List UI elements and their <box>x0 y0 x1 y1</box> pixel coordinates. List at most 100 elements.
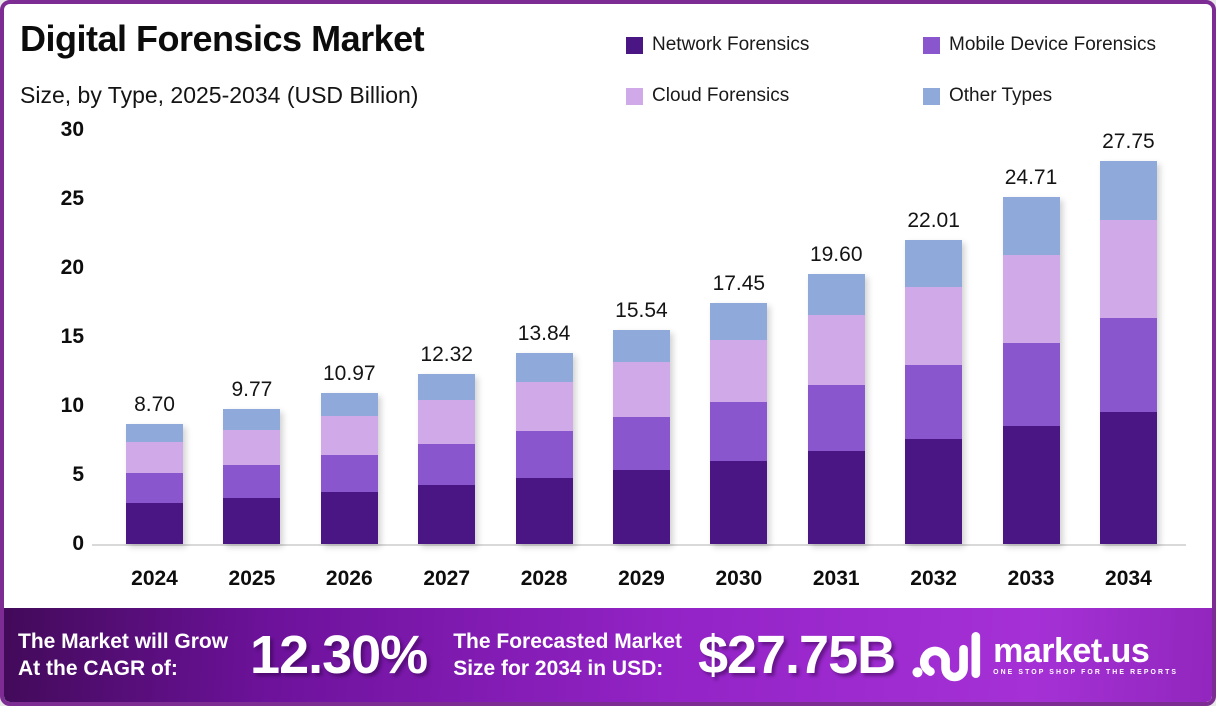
bar-segment-other-types <box>1002 196 1060 256</box>
x-tick-2024: 2024 <box>131 567 178 590</box>
bar-segment-mobile-device-forensics <box>905 364 963 440</box>
bar-segment-cloud-forensics <box>1002 255 1060 343</box>
bar-segment-network-forensics <box>515 478 573 544</box>
legend-item-network-forensics: Network Forensics <box>626 34 923 56</box>
x-tick-2027: 2027 <box>423 567 471 590</box>
bar-stack <box>612 329 670 544</box>
legend-swatch-icon <box>626 87 643 105</box>
bar-segment-cloud-forensics <box>807 314 865 385</box>
legend-swatch-icon <box>626 36 643 54</box>
bar-segment-other-types <box>418 374 476 400</box>
bar-segment-mobile-device-forensics <box>515 431 573 479</box>
plot-area: 8.70 2024 9.77 2025 10.97 2026 12.32 2027 13.84 2… <box>126 130 1157 590</box>
bar-group-2031: 19.60 2031 <box>807 242 865 590</box>
bar-segment-other-types <box>223 409 281 430</box>
y-axis: 0 5 10 15 20 25 30 <box>22 119 84 555</box>
marketus-logo: market.us ONE STOP SHOP FOR THE REPORTS <box>911 626 1178 684</box>
bar-group-2029: 15.54 2029 <box>612 298 670 590</box>
y-tick-20: 20 <box>60 256 84 279</box>
y-tick-15: 15 <box>60 325 84 348</box>
bar-segment-other-types <box>515 353 573 383</box>
bar-segment-other-types <box>710 303 768 341</box>
y-tick-30: 30 <box>60 118 84 141</box>
bar-segment-mobile-device-forensics <box>1002 342 1060 427</box>
forecast-caption: The Forecasted Market Size for 2034 in U… <box>453 628 682 682</box>
marketus-logo-icon <box>912 631 981 682</box>
forecast-caption-line1: The Forecasted Market <box>453 630 682 653</box>
bar-total-label: 8.70 <box>134 392 175 416</box>
x-tick-2028: 2028 <box>520 567 568 590</box>
bar-segment-cloud-forensics <box>612 362 670 418</box>
bar-segment-cloud-forensics <box>905 286 963 365</box>
bar-total-label: 9.77 <box>231 378 273 402</box>
x-axis-baseline <box>92 544 1186 546</box>
legend-label: Network Forensics <box>652 34 810 55</box>
x-tick-2025: 2025 <box>228 567 276 590</box>
legend-label: Cloud Forensics <box>652 85 790 106</box>
bar-stack <box>223 409 281 544</box>
bar-total-label: 19.60 <box>809 242 863 266</box>
x-tick-2031: 2031 <box>812 567 860 590</box>
bar-stack <box>515 353 573 544</box>
x-tick-2032: 2032 <box>910 567 957 590</box>
legend-swatch-icon <box>923 87 940 105</box>
bar-total-label: 27.75 <box>1102 130 1155 154</box>
bar-segment-mobile-device-forensics <box>612 417 670 470</box>
marketus-logo-textblock: market.us ONE STOP SHOP FOR THE REPORTS <box>993 631 1179 676</box>
bar-stack <box>1099 161 1157 544</box>
bar-segment-network-forensics <box>710 460 768 544</box>
bar-segment-other-types <box>1099 161 1157 220</box>
cagr-caption-line1: The Market will Grow <box>18 630 229 653</box>
bar-segment-other-types <box>320 392 378 416</box>
marketus-logo-tagline: ONE STOP SHOP FOR THE REPORTS <box>993 668 1179 676</box>
bar-group-2032: 22.01 2032 <box>905 209 963 590</box>
bar-segment-mobile-device-forensics <box>1099 318 1157 412</box>
bar-total-label: 22.01 <box>907 209 960 233</box>
bar-stack <box>710 303 768 544</box>
cagr-caption-line2: At the CAGR of: <box>18 657 178 680</box>
bar-segment-mobile-device-forensics <box>710 401 768 461</box>
bar-segment-network-forensics <box>905 439 963 544</box>
bar-segment-other-types <box>905 240 963 287</box>
bar-segment-cloud-forensics <box>126 442 183 474</box>
legend-item-cloud-forensics: Cloud Forensics <box>626 85 923 107</box>
bar-group-2027: 12.32 2027 <box>418 343 476 590</box>
bar-stack <box>905 240 963 544</box>
forecast-caption-line2: Size for 2034 in USD: <box>453 657 664 680</box>
bar-total-label: 13.84 <box>517 322 571 346</box>
bar-segment-cloud-forensics <box>710 340 768 402</box>
bar-stack <box>320 392 378 544</box>
y-tick-25: 25 <box>60 187 84 210</box>
x-tick-2034: 2034 <box>1105 567 1152 590</box>
bar-total-label: 15.54 <box>615 298 668 322</box>
bar-segment-other-types <box>612 329 670 363</box>
bar-segment-network-forensics <box>1002 426 1060 544</box>
bar-group-2028: 13.84 2028 <box>515 322 573 590</box>
bar-segment-mobile-device-forensics <box>418 443 476 486</box>
bar-group-2030: 17.45 2030 <box>710 272 768 590</box>
bar-segment-mobile-device-forensics <box>320 454 378 492</box>
page-subtitle: Size, by Type, 2025-2034 (USD Billion) <box>20 82 419 108</box>
bar-stack <box>418 374 476 544</box>
y-tick-0: 0 <box>72 532 84 555</box>
bar-segment-network-forensics <box>418 485 476 544</box>
bar-segment-network-forensics <box>320 491 378 544</box>
bar-segment-cloud-forensics <box>1099 219 1157 319</box>
chart-legend: Network Forensics Mobile Device Forensics… <box>626 34 1156 107</box>
y-tick-5: 5 <box>72 463 84 486</box>
bar-segment-mobile-device-forensics <box>807 384 865 451</box>
bar-total-label: 12.32 <box>420 343 473 367</box>
legend-label: Other Types <box>949 85 1053 106</box>
legend-label: Mobile Device Forensics <box>949 34 1156 55</box>
x-tick-2029: 2029 <box>618 567 665 590</box>
cagr-caption: The Market will Grow At the CAGR of: <box>18 628 228 682</box>
bar-segment-network-forensics <box>807 450 865 544</box>
bar-total-label: 24.71 <box>1004 165 1058 189</box>
bar-segment-cloud-forensics <box>223 429 281 465</box>
bar-segment-network-forensics <box>1099 411 1157 544</box>
marketus-logo-text: market.us <box>993 631 1150 670</box>
bar-segment-mobile-device-forensics <box>223 464 281 498</box>
cagr-value: 12.30% <box>250 625 428 685</box>
bar-stack <box>807 273 865 544</box>
